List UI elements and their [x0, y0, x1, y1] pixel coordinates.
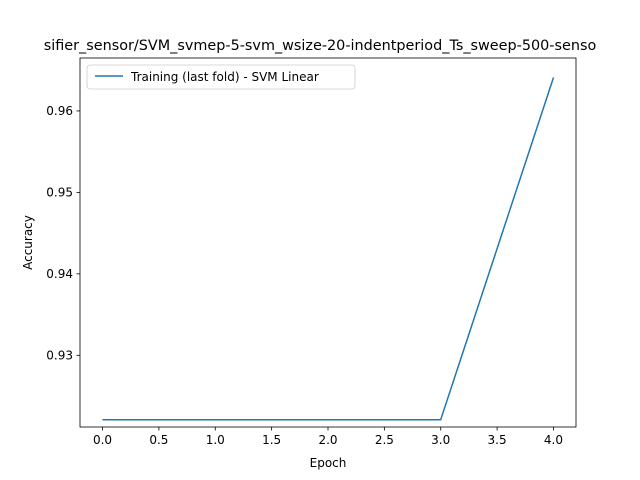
- x-tick-label: 1.0: [206, 433, 225, 447]
- y-tick-label: 0.96: [46, 104, 73, 118]
- x-tick-label: 2.0: [318, 433, 337, 447]
- plot-area: [102, 77, 555, 421]
- x-tick-label: 3.5: [488, 433, 507, 447]
- chart-title: sifier_sensor/SVM_svmep-5-svm_wsize-20-i…: [44, 38, 597, 54]
- x-axis: 0.0 0.5 1.0 1.5 2.0 2.5 3.0 3.5 4.0: [93, 427, 563, 447]
- legend-box: [86, 64, 356, 90]
- legend-label: Training (last fold) - SVM Linear: [130, 70, 319, 84]
- legend: Training (last fold) - SVM Linear: [86, 64, 356, 90]
- y-tick-label: 0.95: [46, 185, 73, 199]
- y-tick-label: 0.93: [46, 348, 73, 362]
- x-tick-label: 0.5: [149, 433, 168, 447]
- y-tick-label: 0.94: [46, 267, 73, 281]
- x-axis-label: Epoch: [310, 456, 347, 470]
- y-axis-label: Accuracy: [21, 215, 35, 270]
- x-tick-label: 4.0: [544, 433, 563, 447]
- x-tick-label: 2.5: [375, 433, 394, 447]
- y-axis: 0.93 0.94 0.95 0.96: [46, 104, 80, 362]
- x-tick-label: 0.0: [93, 433, 112, 447]
- x-tick-label: 3.0: [431, 433, 450, 447]
- series-line: [102, 77, 555, 421]
- x-tick-label: 1.5: [262, 433, 281, 447]
